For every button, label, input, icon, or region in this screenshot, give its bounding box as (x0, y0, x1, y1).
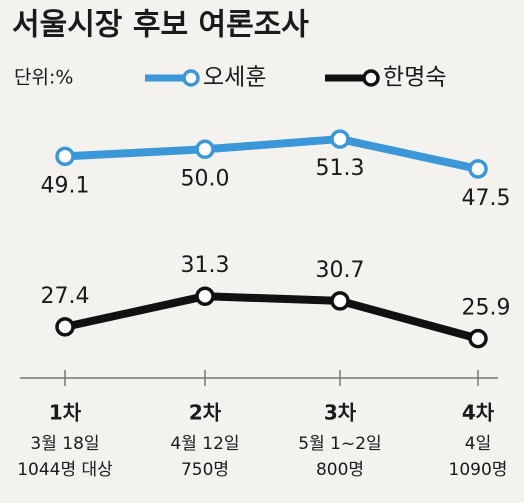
x-tick-label: 1차 (49, 401, 82, 425)
series-line (64, 135, 479, 173)
data-label: 31.3 (181, 253, 230, 278)
chart-title: 서울시장 후보 여론조사 (12, 8, 309, 43)
x-tick-label: 3차 (324, 401, 357, 425)
x-tick-detail: 3월 18일 (30, 434, 99, 454)
x-tick-detail: 800명 (316, 460, 364, 480)
x-tick-label: 2차 (189, 401, 222, 425)
data-label: 50.0 (181, 166, 230, 191)
legend-marker (182, 69, 200, 87)
data-point (195, 139, 215, 160)
data-point (195, 286, 215, 306)
data-point (468, 159, 488, 179)
data-label: 49.1 (41, 173, 90, 198)
data-point (468, 328, 488, 349)
data-label: 51.3 (316, 156, 365, 181)
legend-label: 한명숙 (383, 65, 446, 91)
data-label: 30.7 (316, 258, 365, 283)
x-tick-detail: 750명 (181, 460, 229, 480)
data-point (330, 129, 350, 149)
data-point (55, 317, 75, 337)
legend-marker (362, 69, 380, 87)
series-line (64, 292, 480, 343)
x-tick-label: 4차 (462, 401, 495, 425)
legend-label: 오세훈 (203, 65, 266, 91)
x-tick-detail: 1090명 (449, 460, 508, 480)
x-tick-detail: 1044명 대상 (17, 460, 113, 480)
data-point (330, 291, 350, 311)
x-tick-detail: 4일 (465, 434, 491, 454)
x-tick-detail: 4월 12일 (170, 434, 239, 454)
data-point (55, 146, 75, 167)
x-tick-detail: 5월 1~2일 (298, 434, 381, 454)
unit-label: 단위:% (14, 67, 73, 89)
data-label: 27.4 (41, 284, 90, 309)
data-label: 47.5 (462, 186, 511, 211)
data-label: 25.9 (462, 296, 511, 321)
